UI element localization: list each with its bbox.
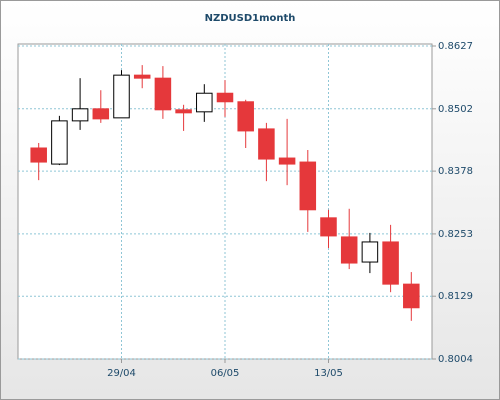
y-tick-label: 0.8253 — [438, 229, 473, 240]
candle-body — [320, 217, 337, 237]
candle-body — [92, 108, 110, 120]
x-tick-label: 29/04 — [107, 368, 136, 379]
candle-body — [71, 108, 89, 122]
y-tick-label: 0.8004 — [438, 354, 473, 365]
y-tick-label: 0.8627 — [438, 41, 473, 52]
x-tick-label: 06/05 — [211, 368, 240, 379]
y-tick-label: 0.8378 — [438, 166, 473, 177]
candle-body — [196, 92, 213, 113]
y-tick-label: 0.8129 — [438, 291, 473, 302]
candle-body — [361, 241, 379, 263]
candle-body — [30, 147, 47, 163]
candle-body — [340, 236, 358, 264]
candle-body — [403, 283, 420, 309]
candle-body — [258, 128, 275, 160]
candle-body — [113, 74, 130, 119]
candle-body — [51, 120, 68, 165]
candle-body — [133, 74, 151, 79]
candle-body — [382, 241, 399, 285]
chart-title: NZDUSD1month — [205, 13, 296, 24]
candle-body — [175, 109, 192, 114]
candle-body — [278, 157, 296, 165]
candle-body — [299, 161, 317, 211]
candle-body — [237, 101, 254, 132]
y-tick-label: 0.8502 — [438, 104, 473, 115]
candle-body — [216, 92, 234, 103]
x-tick-label: 13/05 — [314, 368, 343, 379]
candle-body — [154, 77, 172, 111]
